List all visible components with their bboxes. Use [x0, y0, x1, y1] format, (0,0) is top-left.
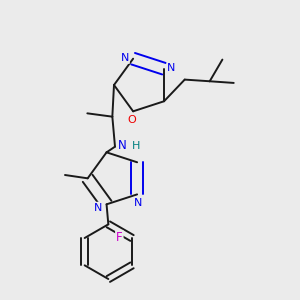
Text: N: N — [167, 63, 176, 73]
Text: O: O — [127, 115, 136, 124]
Text: N: N — [121, 53, 129, 63]
Text: H: H — [132, 141, 140, 151]
Text: F: F — [116, 231, 123, 244]
Text: N: N — [94, 203, 102, 213]
Text: N: N — [134, 198, 142, 208]
Text: N: N — [118, 139, 127, 152]
